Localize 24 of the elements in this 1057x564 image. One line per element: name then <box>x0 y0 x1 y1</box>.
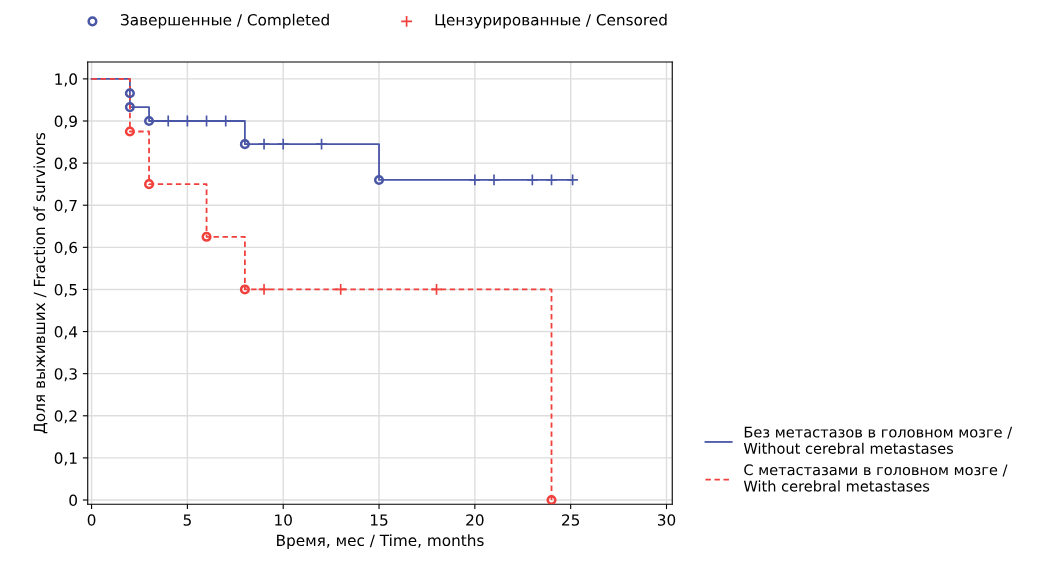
y-tick-label: 0,9 <box>54 115 77 129</box>
x-tick-label: 15 <box>370 514 388 526</box>
y-tick-label: 0,5 <box>54 283 77 298</box>
x-tick-label: 10 <box>275 514 292 526</box>
x-tick-label: 0 <box>87 514 96 526</box>
y-tick-label: 0,4 <box>54 326 78 340</box>
x-axis-title: Время, мес / Time, months <box>277 534 484 550</box>
y-tick-label: 1,0 <box>55 73 77 87</box>
legend-label: Цензурированные / Censored <box>435 13 667 29</box>
legend-label: Завершенные / Completed <box>120 13 329 29</box>
y-tick-label: 0,1 <box>54 452 77 466</box>
y-tick-label: 0 <box>69 494 77 507</box>
x-tick-label: 5 <box>183 514 191 526</box>
y-axis-title: Доля выживших / Fraction of survivors <box>33 132 48 434</box>
y-tick-label: 0,6 <box>54 241 78 255</box>
legend-label: С метастазами в головном мозге / With cerebral metastases <box>743 464 1008 492</box>
y-tick-label: 0,2 <box>54 410 77 424</box>
y-tick-label: 0,7 <box>54 199 77 213</box>
x-tick-label: 30 <box>657 514 676 526</box>
x-tick-label: 25 <box>562 514 580 526</box>
y-tick-label: 0,8 <box>54 157 77 171</box>
legend-label: Без метастазов в головном мозге / Without cerebral metastases <box>743 426 1013 454</box>
y-tick-label: 0,3 <box>54 368 77 382</box>
x-tick-label: 20 <box>466 514 484 526</box>
